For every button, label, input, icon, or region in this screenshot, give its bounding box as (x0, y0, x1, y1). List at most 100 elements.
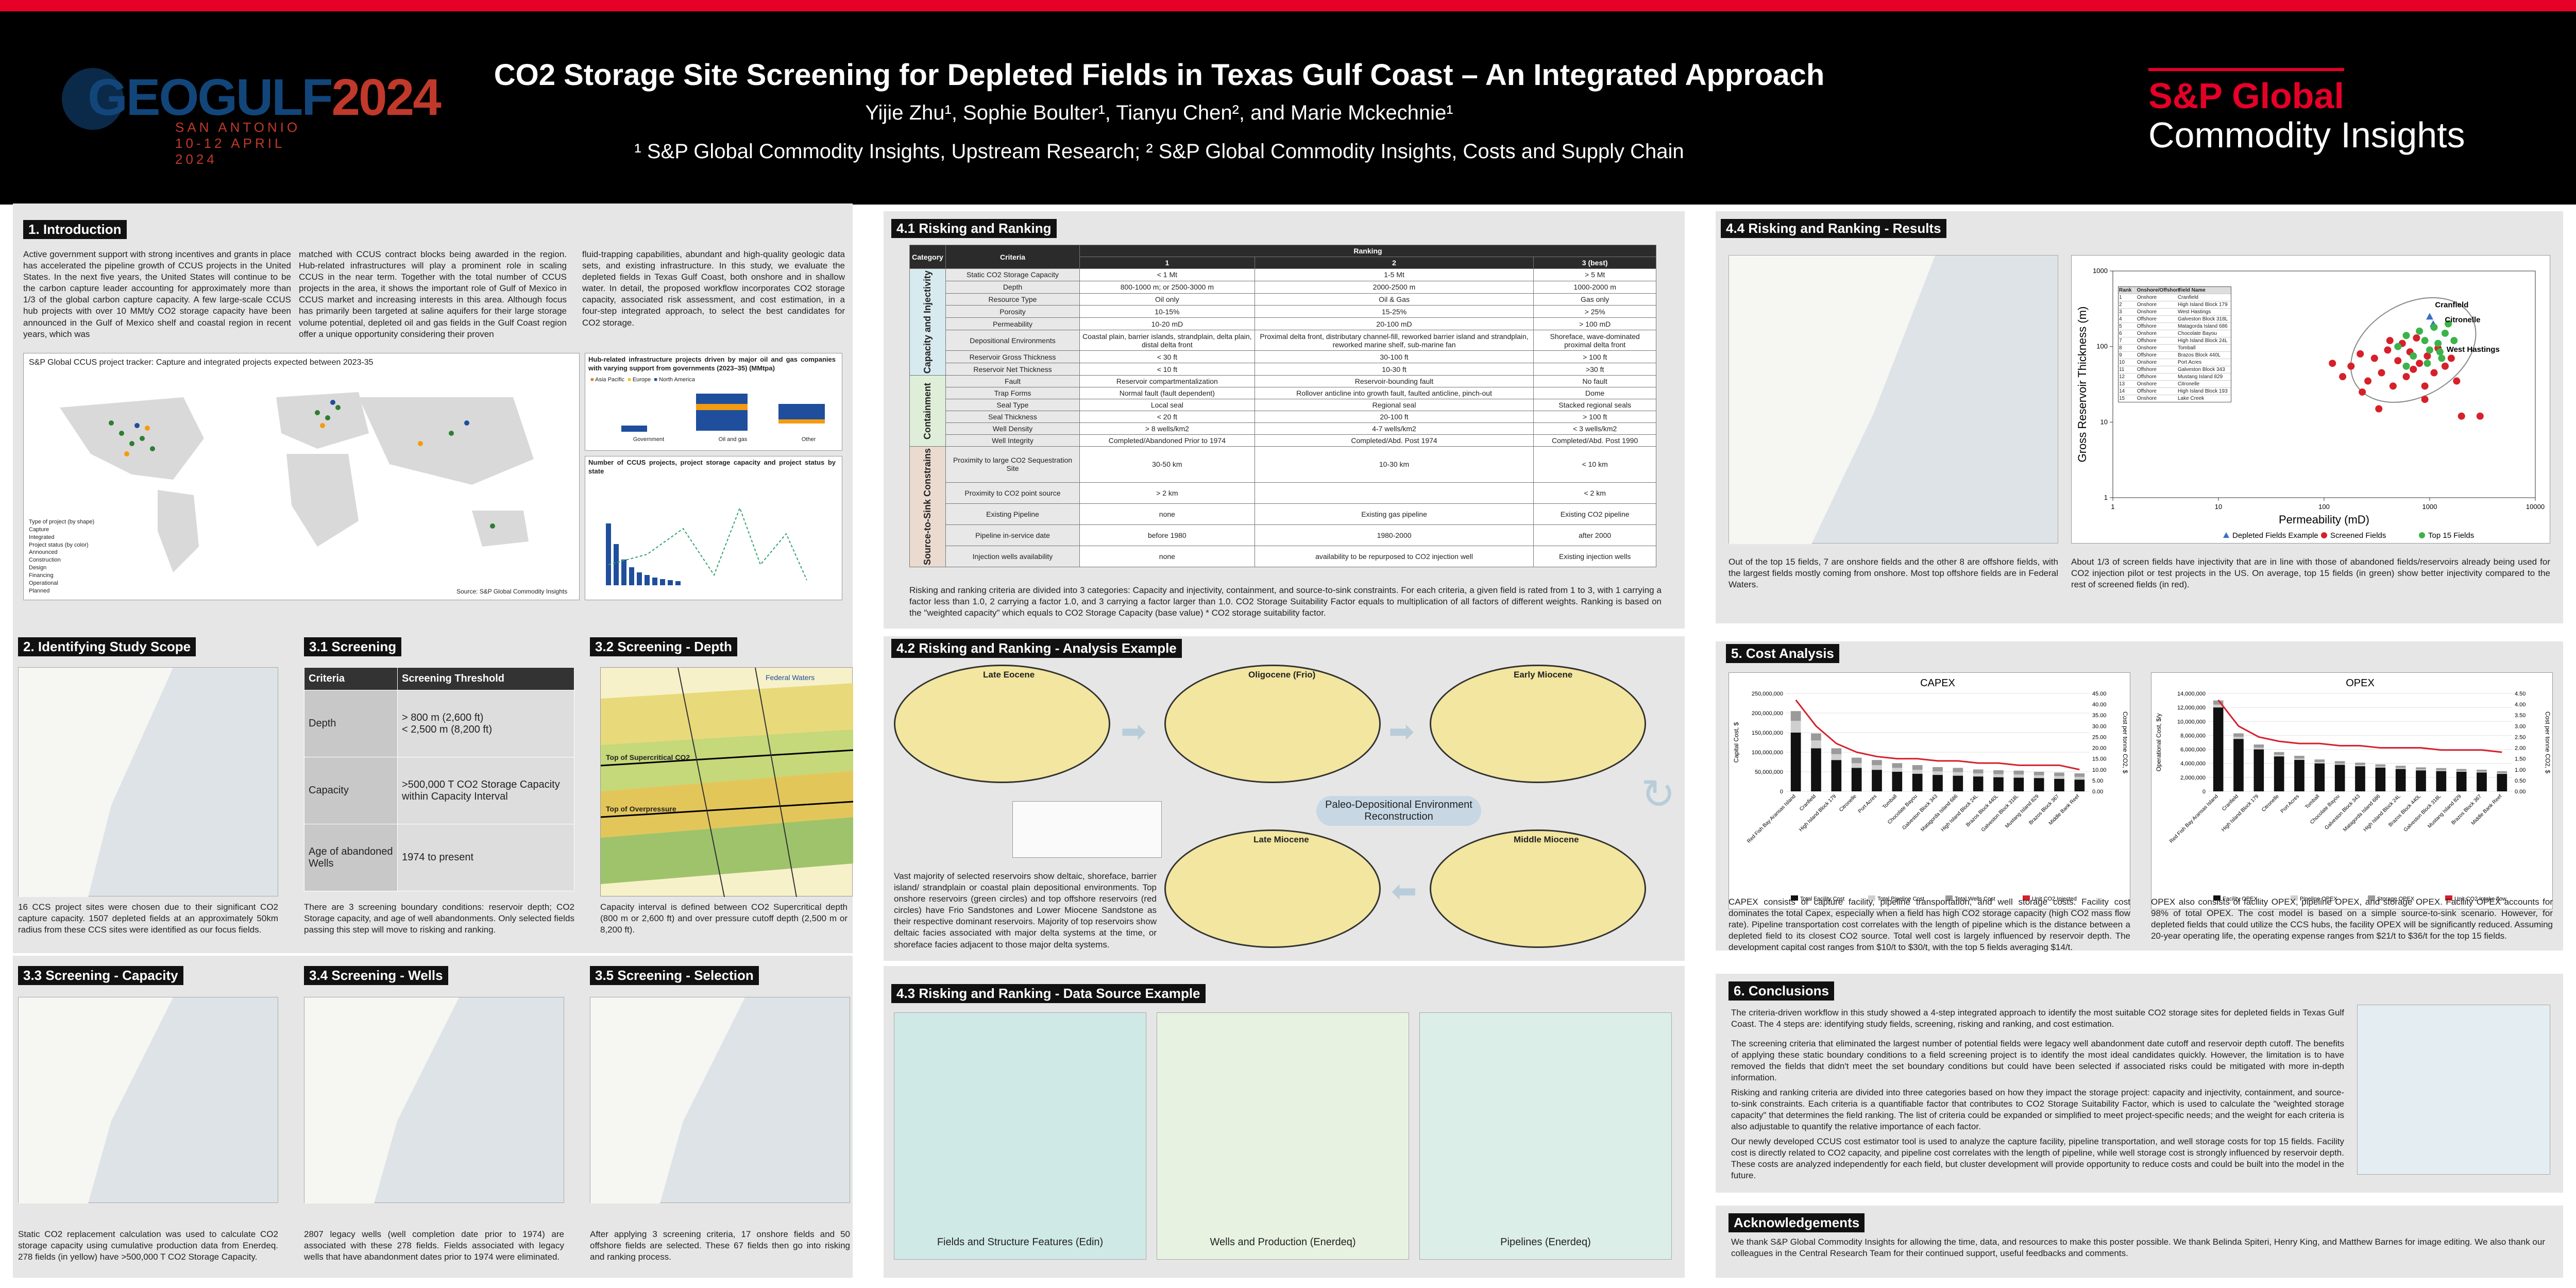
bar-segment (1831, 760, 1842, 791)
bar-segment (1953, 775, 1963, 791)
table-row: Depositional Environments Coastal plain, … (910, 330, 1656, 351)
data-point (2438, 354, 2446, 362)
legend-label: Top 15 Fields (2428, 531, 2474, 540)
bar-segment (1811, 733, 1821, 741)
col-rank-2: 2 (1254, 257, 1534, 269)
bar-segment (2375, 767, 2386, 791)
table-row: Trap Forms Normal fault (fault dependent)… (910, 387, 1656, 400)
unit-cost-line (1795, 699, 2080, 771)
section-heading: 4.1 Risking and Ranking (891, 219, 1057, 238)
y2-tick-label: 25.00 (2092, 734, 2107, 740)
data-point (2434, 340, 2442, 347)
y-axis-label: Gross Reservoir Thickness (m) (2076, 307, 2089, 463)
bar-segment (2334, 761, 2345, 764)
list-item: 2 Onshore High Island Block 179 (2119, 301, 2231, 308)
bar-segment (2497, 773, 2507, 774)
bar-segment (2416, 767, 2426, 770)
bar-segment (2314, 762, 2325, 764)
y-tick-label: 100 (2096, 343, 2108, 350)
cost-text-left: CAPEX consists of capture facility, pipe… (1728, 897, 2130, 953)
opex-chart: OPEX 0 2,000,000 4,000,000 6,000,000 8,000,00… (2151, 672, 2553, 909)
y-axis-label: Capital Cost, $ (1733, 722, 1740, 762)
risking-text: Risking and ranking criteria are divided… (909, 585, 1662, 618)
data-point (2410, 365, 2417, 373)
study-scope-panel: 2. Identifying Study Scope 16 CCS projec… (13, 631, 854, 953)
data-point (2370, 354, 2378, 362)
oval-late-miocene: Late Miocene (1164, 829, 1381, 948)
section-heading: 3.1 Screening (304, 637, 402, 656)
section-heading: 5. Cost Analysis (1726, 644, 1839, 663)
bar-segment (2253, 748, 2264, 750)
section-heading: 4.2 Risking and Ranking - Analysis Examp… (891, 639, 1182, 658)
x-tick-label: Tomball (1882, 793, 1898, 810)
list-item: 13 Onshore Citronelle (2119, 380, 2231, 387)
bar-segment (1872, 770, 1882, 791)
capacity-map (18, 997, 278, 1204)
map-source: Source: S&P Global Commodity Insights (456, 588, 568, 595)
x-tick-label: Port Acres (1857, 793, 1878, 814)
x-tick-label: Galveston Block 343 (2324, 793, 2361, 831)
table-row: Depth 800-1000 m; or 2500-3000 m 2000-2500… (910, 280, 1656, 294)
x-tick-label: Mustang Island 829 (2427, 793, 2463, 829)
x-tick-label: Tomball (2304, 793, 2320, 810)
conclusion-p3: Risking and ranking criteria are divided… (1731, 1088, 2344, 1132)
table-row: Reservoir Net Thickness < 10 ft 10-30 ft >3… (910, 363, 1656, 376)
x-axis-label: Permeability (mD) (2279, 513, 2369, 526)
data-point (2476, 412, 2484, 420)
bar-segment (2253, 749, 2264, 791)
conclusion-map (2357, 1005, 2550, 1175)
y-tick-label: 0 (2202, 789, 2206, 795)
cost-text-right: OPEX also consists of facility OPEX, pip… (2151, 897, 2553, 941)
data-point-triangle (2426, 313, 2433, 320)
bar-segment (1993, 774, 2004, 777)
bar-segment (2253, 744, 2264, 748)
section-heading: 4.3 Risking and Ranking - Data Source Ex… (891, 984, 1206, 1003)
y-tick-label: 0 (1780, 789, 1783, 795)
bar-segment (2395, 768, 2406, 769)
list-item: 7 Offshore High Island Block 24L (2119, 337, 2231, 344)
bar-segment (2456, 771, 2467, 772)
wells-production-map (1157, 1012, 1409, 1260)
legend-swatch (2445, 895, 2452, 901)
bar-segment (2395, 769, 2406, 791)
legend-marker (2419, 532, 2425, 538)
table-row: Proximity to CO2 point source > 2 km < 2 k… (910, 482, 1656, 504)
wells-map (304, 997, 564, 1204)
col-rank-1: 1 (1079, 257, 1255, 269)
list-item: 15 Onshore Lake Creek (2119, 395, 2231, 402)
bar-segment (2436, 770, 2447, 771)
y-tick-label: 1 (2104, 494, 2108, 501)
bar-segment (2395, 766, 2406, 768)
section-heading: 1. Introduction (23, 220, 127, 239)
x-tick-label: Cranfield (1799, 793, 1817, 812)
ack-text: We thank S&P Global Commodity Insights f… (1731, 1237, 2545, 1259)
oval-oligocene: Oligocene (Frio) (1164, 665, 1381, 783)
data-point (2430, 324, 2438, 331)
y-tick-label: 8,000,000 (2180, 733, 2206, 739)
y2-tick-label: 3.00 (2515, 723, 2526, 730)
logo-subtitle: SAN ANTONIO 10-12 APRIL 2024 (175, 120, 301, 167)
bar-segment (2334, 765, 2345, 791)
data-point (2421, 396, 2429, 403)
analysis-text: Vast majority of selected reservoirs sho… (894, 871, 1157, 950)
list-item: 9 Offshore Brazos Block 440L (2119, 351, 2231, 359)
bar-segment (2233, 733, 2244, 737)
list-item: 11 Offshore Galveston Block 343 (2119, 366, 2231, 373)
results-chart: 1 10 100 1000 10000 1 10 100 1000 Permeability (m… (2071, 255, 2550, 544)
bar-segment (2074, 779, 2085, 791)
table-row: Well Integrity Completed/Abandoned Prior … (910, 434, 1656, 447)
intro-text-col2: matched with CCUS contract blocks being … (299, 249, 567, 339)
y2-tick-label: 2.00 (2515, 745, 2526, 752)
data-point (2426, 346, 2433, 354)
legend-label: Total Facility Cost (1800, 896, 1844, 902)
data-point (2436, 348, 2444, 356)
bar-segment (2477, 772, 2487, 791)
bar-segment (2013, 777, 2024, 791)
x-tick-label: 1000 (2422, 503, 2437, 511)
y-tick-label: 12,000,000 (2177, 705, 2206, 711)
legend-swatch (2368, 895, 2375, 901)
y-tick-label: 200,000,000 (1752, 710, 1783, 717)
world-map-graphic (60, 392, 534, 572)
data-point (2394, 343, 2402, 350)
data-point (2458, 412, 2465, 420)
